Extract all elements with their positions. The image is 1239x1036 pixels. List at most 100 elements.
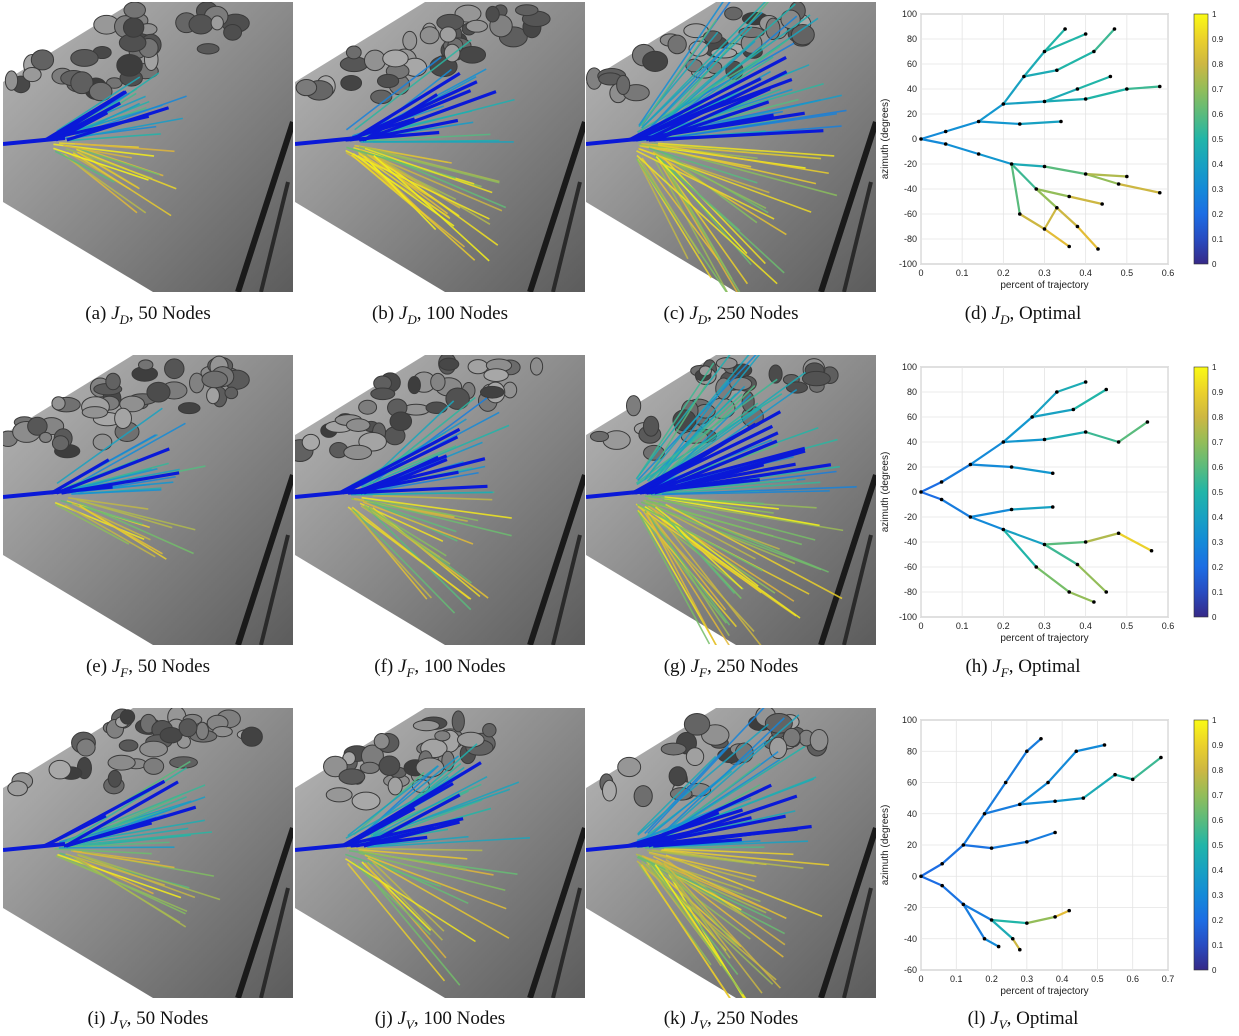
caption-label: (k): [663, 1008, 691, 1029]
tree-edge: [984, 803, 1021, 815]
tree-edge: [1076, 225, 1099, 250]
trajectory-path: [640, 19, 718, 127]
x-tick-label: 0.2: [997, 268, 1010, 278]
best-trajectory-path: [644, 431, 779, 495]
tree-edge: [1023, 50, 1046, 78]
tree-edge: [1056, 50, 1095, 72]
trajectory-path: [350, 491, 493, 496]
y-tick-label: 80: [907, 746, 917, 756]
x-tick-label: 0.2: [985, 974, 998, 984]
trajectory-path: [79, 504, 167, 560]
tree-node: [1092, 600, 1096, 604]
tree-node: [1050, 505, 1055, 509]
best-trajectory-path: [648, 129, 824, 142]
trajectory-path: [649, 740, 767, 836]
trajectory-path: [660, 862, 739, 948]
tree-edge: [1023, 69, 1058, 78]
caption-detail: , 50 Nodes: [128, 303, 211, 324]
caption-cost-subscript: D: [119, 311, 129, 327]
tree-node: [1157, 84, 1162, 89]
dark-ledge: [818, 474, 876, 645]
best-trajectory-path: [353, 454, 448, 495]
tree-edge: [978, 152, 1012, 166]
caption-cost-subscript: F: [406, 664, 415, 680]
caption-g: (g) JF, 250 Nodes: [586, 656, 876, 681]
tree-node: [1081, 796, 1086, 800]
trajectory-path: [661, 849, 830, 866]
trajectory-path: [358, 852, 506, 892]
y-tick-label: 20: [907, 462, 917, 472]
trajectory-path: [368, 98, 515, 138]
trajectory-path: [365, 855, 469, 905]
colorbar-ticks: 1 0.9 0.8 0.7 0.6 0.5 0.4 0.3 0.2 0.1 0: [1212, 716, 1224, 975]
tree-node: [1149, 548, 1154, 553]
tree-edge: [1054, 909, 1070, 918]
trajectory-path: [372, 861, 445, 932]
colorbar-ticks: 1 0.9 0.8 0.7 0.6 0.5 0.4 0.3 0.2 0.1 0: [1212, 10, 1224, 269]
trajectory-path: [366, 861, 443, 941]
colorbar-tick-label: 1: [1212, 716, 1217, 725]
rock-wall: [7, 708, 263, 797]
tree-node: [1055, 205, 1059, 210]
tree-edges: [920, 737, 1162, 951]
trajectory-path: [664, 496, 779, 510]
caption-label: (i): [87, 1008, 111, 1029]
trajectory-path: [74, 767, 188, 839]
caption-label: (j): [374, 1008, 398, 1029]
tree-edge: [1019, 800, 1056, 806]
y-tick-label: 20: [907, 840, 917, 850]
y-tick-label: 0: [912, 487, 917, 497]
x-tick-label: 0.1: [956, 268, 969, 278]
trajectory-path: [647, 746, 729, 834]
trajectory-path: [54, 848, 152, 855]
y-tick-label: 20: [907, 109, 917, 119]
trajectory-path: [364, 854, 507, 910]
trajectory-path: [637, 512, 711, 645]
trajectory-path: [359, 850, 467, 871]
x-axis-label: percent of trajectory: [1000, 280, 1088, 291]
colorbar-tick-label: 0.3: [1212, 538, 1224, 547]
best-trajectory-path: [348, 484, 488, 495]
caption-label: (d): [964, 303, 992, 324]
tree-nodes: [919, 27, 1162, 251]
colorbar-tick-label: 0.6: [1212, 816, 1224, 825]
colorbar-tick-label: 0.9: [1212, 741, 1224, 750]
tree-edge: [920, 490, 942, 501]
x-tick-label: 0.3: [1038, 621, 1051, 631]
terrain-image-a: [3, 2, 293, 292]
trajectory-path: [64, 827, 189, 847]
tree-node: [1034, 187, 1039, 191]
y-tick-label: 0: [912, 134, 917, 144]
caption-cost-subscript: V: [405, 1016, 414, 1032]
trajectory-path: [351, 154, 421, 214]
tree-edge: [962, 903, 986, 940]
colorbar-tick-label: 0: [1212, 966, 1217, 975]
caption-label: (b): [371, 303, 399, 324]
caption-cost-symbol: J: [689, 303, 698, 324]
x-tick-label: 0.7: [1162, 974, 1175, 984]
tree-edge: [1118, 182, 1160, 194]
best-trajectory-path: [650, 439, 778, 495]
trajectory-path: [654, 506, 759, 587]
caption-cost-symbol: J: [992, 656, 1001, 677]
tree-edge: [1114, 773, 1133, 781]
caption-label: (e): [85, 656, 112, 677]
trajectory-path: [366, 835, 469, 847]
trajectory-path: [72, 117, 183, 140]
tree-node: [1067, 590, 1071, 594]
y-axis-label: azimuth (degrees): [880, 805, 891, 886]
best-trajectory-path: [350, 835, 428, 848]
trajectory-path: [657, 385, 756, 482]
y-tick-label: 80: [907, 34, 917, 44]
trajectory-path: [648, 851, 757, 878]
colorbar-tick-label: 0.5: [1212, 488, 1224, 497]
colorbar-tick-label: 0.8: [1212, 60, 1224, 69]
tree-node: [961, 902, 966, 907]
caption-cost-subscript: V: [118, 1016, 127, 1032]
trajectory-path: [646, 510, 727, 611]
caption-detail: , Optimal: [1009, 303, 1082, 324]
trajectory-path: [346, 847, 483, 852]
trajectory-path: [641, 157, 719, 261]
tree-edge: [1011, 505, 1053, 511]
tree-node: [1009, 162, 1014, 166]
